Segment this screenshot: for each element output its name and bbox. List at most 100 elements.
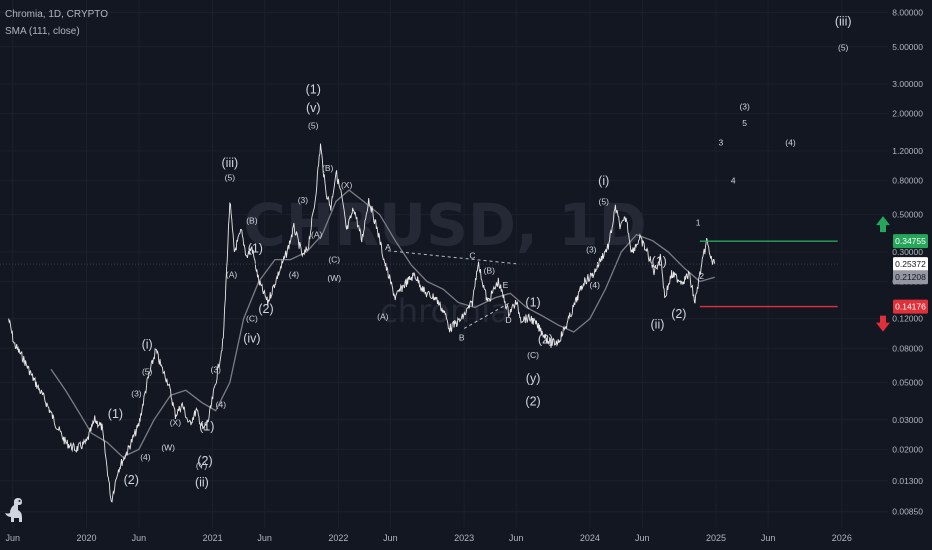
wave-label: (A) [226, 270, 238, 280]
wave-label: (1) [248, 242, 263, 256]
price-tag-label: 0.34755 [895, 236, 926, 246]
x-tick-label: Jun [383, 533, 398, 543]
wave-label: (v) [306, 101, 321, 115]
wave-label: A [385, 242, 391, 252]
y-tick-label: 0.03000 [892, 415, 923, 425]
y-tick-label: 1.20000 [892, 146, 923, 156]
x-tick-label: Jun [509, 533, 524, 543]
wave-label: (1) [199, 419, 214, 433]
price-tag: 0.21208 [893, 270, 928, 285]
wave-label: E [503, 280, 509, 290]
wave-label: (i) [598, 174, 609, 188]
wave-label: (3) [211, 364, 222, 374]
y-tick-label: 3.00000 [892, 79, 923, 89]
x-tick-label: Jun [761, 533, 776, 543]
y-tick-label: 2.00000 [892, 109, 923, 119]
price-tag-label: 0.25372 [895, 259, 926, 269]
price-axis[interactable]: 8.00000 5.00000 3.00000 2.00000 1.20000 0.800… [892, 8, 928, 517]
wave-label: (4) [590, 280, 601, 290]
wave-label: (iii) [222, 156, 239, 170]
wave-label: (X) [341, 180, 353, 190]
wave-label: C [469, 251, 475, 261]
x-tick-label: 2023 [454, 533, 474, 543]
y-tick-label: 8.00000 [892, 8, 923, 18]
price-line [8, 143, 716, 503]
time-axis[interactable]: Jun 2020 Jun 2021 Jun 2022 Jun 2023 Jun 2024 Jun 20… [5, 533, 851, 543]
wave-label: (W) [161, 443, 175, 453]
price-tag-box [893, 270, 928, 285]
wave-label: (Y) [196, 461, 208, 471]
wave-label: (5) [225, 173, 236, 183]
wave-label: (5) [599, 196, 610, 206]
x-tick-label: 2022 [328, 533, 348, 543]
indicator-title: SMA (111, close) [5, 26, 80, 37]
price-tag: 0.34755 [893, 234, 928, 249]
wave-label: (2) [124, 473, 139, 487]
x-tick-label: 2021 [203, 533, 223, 543]
wave-label: (iv) [243, 332, 260, 346]
wave-label: (y) [526, 372, 541, 386]
wave-label: (2) [671, 307, 686, 321]
wave-label: 3 [719, 137, 724, 147]
y-tick-label: 0.01300 [892, 476, 923, 486]
x-tick-label: 2024 [580, 533, 600, 543]
wave-label: (2) [538, 333, 553, 347]
wave-label: (iii) [835, 14, 852, 28]
dinosaur-icon [5, 498, 22, 522]
wave-label: (1) [108, 407, 123, 421]
wave-label: 5 [742, 118, 747, 128]
wave-label-layer: (i)(5)(3)(4)(1)(2)(X)(W)(1)(Y)(2)(ii)(4)… [108, 14, 852, 489]
wave-label: (5) [838, 43, 849, 53]
x-tick-label: Jun [132, 533, 147, 543]
wave-label: (4) [216, 399, 227, 409]
wave-label: (3) [586, 245, 597, 255]
wave-label: (B) [246, 216, 258, 226]
wave-label: (A) [311, 230, 323, 240]
wave-label: (C) [246, 314, 258, 324]
wave-label: (C) [527, 350, 539, 360]
wave-label: B [459, 332, 465, 342]
wave-label: (1) [525, 295, 540, 309]
wave-label: 4 [731, 175, 736, 185]
wave-label: (4) [140, 452, 151, 462]
wave-label: (ii) [651, 318, 665, 332]
y-tick-label: 0.12000 [892, 314, 923, 324]
price-tag-box [893, 299, 928, 314]
wave-label: (3) [739, 102, 750, 112]
wave-label: (2) [525, 395, 540, 409]
price-tag: 0.25372 [893, 257, 928, 272]
wave-label: (B) [322, 163, 334, 173]
triangle-trendline [463, 302, 511, 329]
y-tick-label: 5.00000 [892, 42, 923, 52]
wave-label: (2) [197, 454, 212, 468]
wave-label: (C) [328, 255, 340, 265]
arrow-up-icon [876, 216, 890, 233]
wave-label: D [506, 315, 512, 325]
price-tag: 0.14176 [893, 299, 928, 314]
y-tick-label: 0.02000 [892, 444, 923, 454]
wave-label: (1) [306, 82, 321, 96]
wave-label: (2) [258, 302, 273, 316]
wave-label: (W) [327, 273, 341, 283]
wave-label: (A) [377, 311, 389, 321]
arrow-down-icon [876, 315, 890, 332]
x-tick-label: Jun [635, 533, 650, 543]
wave-label: (4) [785, 137, 796, 147]
y-tick-label: 0.08000 [892, 343, 923, 353]
y-tick-label: 0.80000 [892, 175, 923, 185]
x-tick-label: Jun [5, 533, 20, 543]
price-tag-box [893, 234, 928, 249]
y-tick-label: 0.30000 [892, 247, 923, 257]
wave-label: (ii) [195, 476, 209, 490]
wave-label: (X) [170, 417, 182, 427]
wave-label: (1) [652, 254, 667, 268]
x-tick-label: Jun [257, 533, 272, 543]
y-tick-label: 0.05000 [892, 378, 923, 388]
wave-label: (5) [142, 367, 153, 377]
wave-label: 2 [699, 271, 704, 281]
symbol-title: Chromia, 1D, CRYPTO [5, 9, 108, 20]
wave-label: (5) [308, 120, 319, 130]
wave-label: (3) [131, 389, 142, 399]
